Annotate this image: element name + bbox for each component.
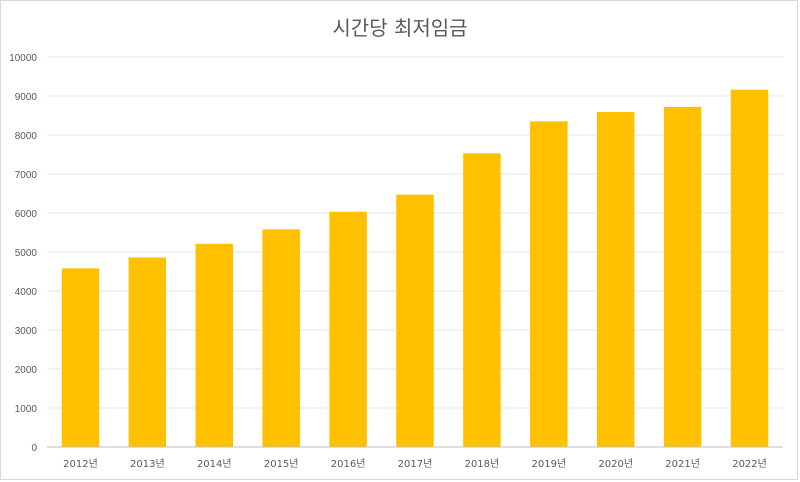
y-tick-label: 9000	[15, 92, 38, 103]
bar-2019년	[530, 121, 568, 447]
y-tick-label: 2000	[15, 365, 38, 376]
y-tick-label: 8000	[15, 131, 38, 142]
bar-2018년	[463, 153, 501, 447]
x-tick-label: 2012년	[63, 458, 98, 470]
bar-2022년	[730, 89, 769, 447]
x-tick-label: 2019년	[531, 458, 566, 470]
y-tick-label: 1000	[15, 404, 38, 415]
bar-2012년	[61, 268, 100, 447]
bar-2013년	[128, 257, 167, 447]
bars	[61, 89, 769, 448]
x-tick-label: 2021년	[665, 458, 700, 470]
y-tick-label: 0	[31, 443, 37, 454]
bar-2017년	[396, 194, 434, 447]
y-tick-label: 4000	[15, 287, 38, 298]
x-tick-label: 2020년	[598, 458, 633, 470]
y-tick-label: 6000	[15, 209, 38, 220]
x-tick-label: 2015년	[264, 458, 299, 470]
x-tick-label: 2013년	[130, 458, 165, 470]
bar-2020년	[596, 111, 635, 448]
chart-title: 시간당 최저임금	[332, 16, 467, 40]
y-tick-label: 10000	[9, 53, 37, 64]
bar-2015년	[262, 229, 300, 447]
y-axis-ticks: 0 1000 2000 3000 4000 5000 6000 7000 8000 9000 100…	[9, 53, 37, 454]
x-tick-label: 2022년	[732, 458, 767, 470]
bar-2021년	[663, 106, 702, 448]
y-tick-label: 7000	[15, 170, 38, 181]
bar-2014년	[195, 243, 234, 447]
x-tick-label: 2016년	[331, 458, 366, 470]
x-axis-labels: 2012년 2013년 2014년 2015년 2016년 2017년 2018년 2019년…	[63, 458, 767, 470]
y-tick-label: 3000	[15, 326, 38, 337]
bar-2016년	[329, 211, 367, 447]
x-tick-label: 2014년	[197, 458, 232, 470]
x-tick-label: 2018년	[465, 458, 500, 470]
y-tick-label: 5000	[15, 248, 38, 259]
x-tick-label: 2017년	[398, 458, 433, 470]
